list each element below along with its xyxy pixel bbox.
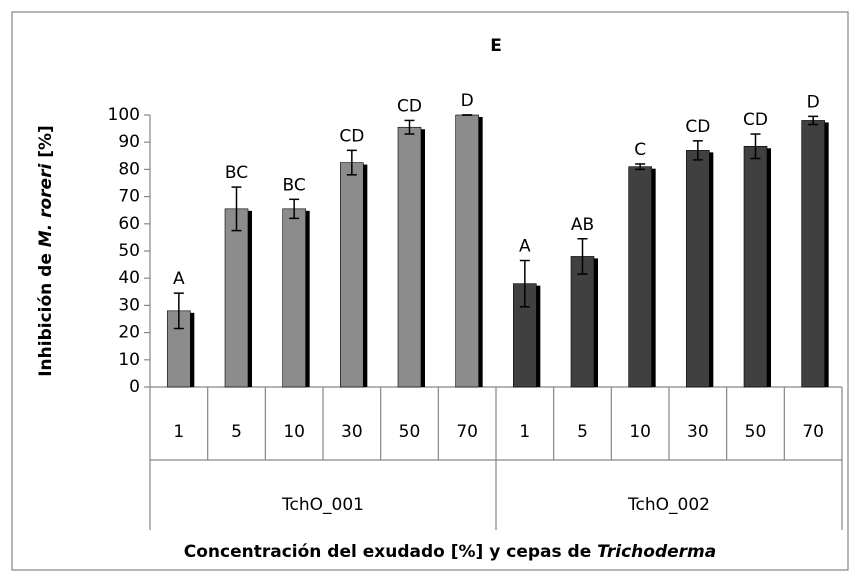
bar xyxy=(397,126,422,388)
y-tick-label: 40 xyxy=(118,268,140,288)
group-label: TchO_002 xyxy=(627,495,710,515)
error-bar xyxy=(289,198,300,220)
significance-letter: CD xyxy=(339,126,364,146)
y-tick-label: 80 xyxy=(118,159,140,179)
error-bar xyxy=(577,238,588,275)
y-tick-label: 10 xyxy=(118,350,140,370)
error-bar xyxy=(750,133,761,160)
x-label-part: Concentración del exudado [%] y cepas de xyxy=(184,542,597,562)
error-bar xyxy=(173,292,184,330)
y-tick-label: 70 xyxy=(118,187,140,207)
error-bar xyxy=(635,163,646,171)
x-tick-label: 1 xyxy=(519,422,530,442)
bar xyxy=(340,162,364,388)
x-tick-label: 50 xyxy=(399,422,421,442)
x-tick-label: 5 xyxy=(577,422,588,442)
x-label-part: Trichoderma xyxy=(597,542,716,562)
y-tick-label: 90 xyxy=(118,132,140,152)
y-tick-label: 20 xyxy=(118,323,140,343)
significance-letter: D xyxy=(461,91,474,111)
significance-letter: C xyxy=(634,140,646,160)
error-bar xyxy=(231,186,242,232)
significance-letter: A xyxy=(173,269,185,289)
significance-letter: D xyxy=(807,92,820,112)
y-tick-label: 100 xyxy=(108,105,140,125)
significance-letter: CD xyxy=(685,117,710,137)
x-tick-label: 1 xyxy=(173,422,184,442)
x-tick-label: 70 xyxy=(802,422,824,442)
bar xyxy=(455,114,479,388)
y-axis-label: Inhibición de M. roreri [%] xyxy=(36,125,56,377)
x-tick-label: 10 xyxy=(629,422,651,442)
significance-letter: AB xyxy=(571,215,594,235)
error-bar xyxy=(404,119,415,135)
x-axis-label: Concentración del exudado [%] y cepas de… xyxy=(184,542,716,562)
y-label-part: [%] xyxy=(36,125,56,164)
x-tick-label: 70 xyxy=(456,422,478,442)
y-label-part: Inhibición de xyxy=(36,247,56,377)
bar xyxy=(628,166,652,388)
bar xyxy=(686,150,710,388)
group-label: TchO_001 xyxy=(281,495,364,515)
x-tick-label: 30 xyxy=(687,422,709,442)
y-tick-label: 50 xyxy=(118,241,140,261)
bar xyxy=(282,208,306,388)
x-tick-label: 10 xyxy=(283,422,305,442)
y-tick-label: 0 xyxy=(129,377,140,397)
significance-letter: CD xyxy=(743,110,768,130)
significance-letter: BC xyxy=(283,175,306,195)
y-label-part: M. roreri xyxy=(36,163,56,248)
x-tick-label: 30 xyxy=(341,422,363,442)
y-tick-label: 60 xyxy=(118,214,140,234)
significance-letter: CD xyxy=(397,96,422,116)
chart-border xyxy=(11,11,849,571)
significance-letter: A xyxy=(519,237,531,257)
error-bar xyxy=(346,149,357,176)
error-bar xyxy=(808,115,819,126)
bar xyxy=(224,208,249,388)
significance-letter: BC xyxy=(225,163,248,183)
bar xyxy=(801,120,825,388)
chart-title: E xyxy=(490,36,502,56)
y-tick-label: 30 xyxy=(118,295,140,315)
bar xyxy=(743,145,768,388)
x-tick-label: 50 xyxy=(745,422,767,442)
bar xyxy=(570,256,595,388)
x-tick-label: 5 xyxy=(231,422,242,442)
error-bar xyxy=(692,140,703,161)
error-bar xyxy=(519,259,530,308)
